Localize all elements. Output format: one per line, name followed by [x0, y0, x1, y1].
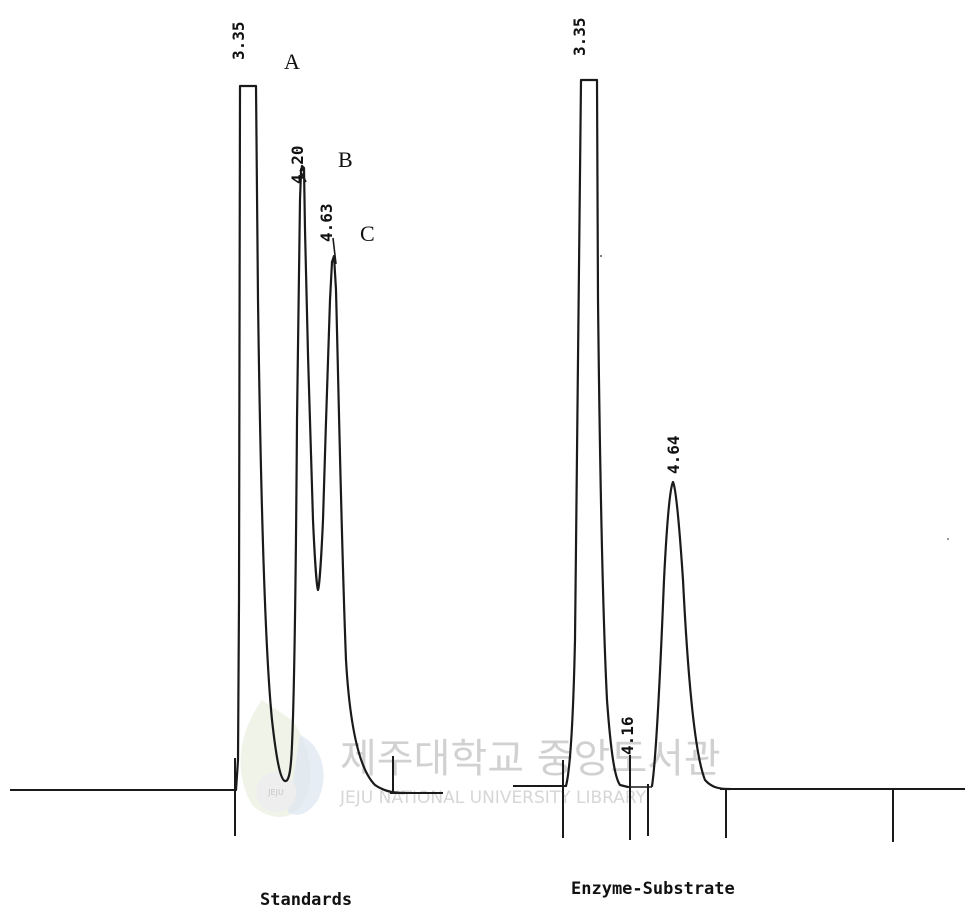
rt-label-enzyme-1: 3.35 — [570, 17, 589, 56]
peak-c-line — [330, 254, 407, 795]
panel-label-standards: Standards — [260, 890, 352, 909]
enzyme-peak-1-line — [564, 78, 630, 789]
peak-a-line — [234, 84, 304, 792]
peak-letter-a: A — [284, 49, 300, 74]
watermark-seal-icon: JEJU — [240, 700, 324, 818]
watermark-korean-text: 제주대학교 중앙도서관 — [340, 736, 721, 782]
enzyme-substrate-trace: 3.35 4.16 4.64 — [513, 17, 965, 842]
rt-label-c: 4.63 — [317, 203, 336, 242]
rt-label-enzyme-3: 4.64 — [664, 435, 683, 474]
rt-label-a: 3.35 — [229, 21, 248, 60]
enzyme-peak-2-line — [650, 480, 732, 791]
rt-label-b: 4.20 — [288, 145, 307, 184]
peak-letter-b: B — [338, 147, 353, 172]
panel-label-enzyme-substrate: Enzyme-Substrate — [571, 879, 735, 899]
peak-letter-c: C — [360, 221, 375, 246]
svg-text:JEJU: JEJU — [267, 788, 284, 797]
peak-b-line — [300, 164, 334, 592]
standards-trace: 3.35 4.20 4.63 A B C — [10, 21, 443, 836]
rt-label-enzyme-2: 4.16 — [618, 716, 637, 755]
